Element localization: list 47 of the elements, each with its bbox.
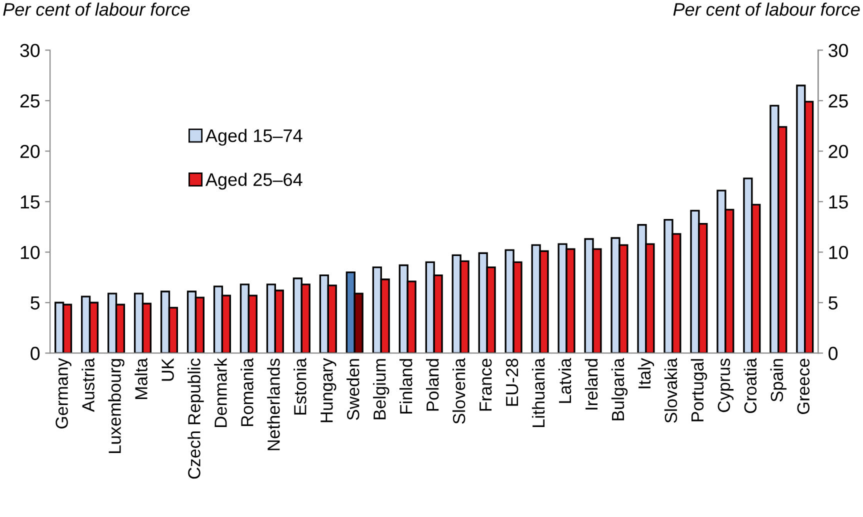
x-tick-label: Bulgaria xyxy=(611,358,628,420)
y-tick-label: 10 xyxy=(20,246,40,260)
y2-tick-label: 25 xyxy=(828,94,848,108)
x-tick-label: Spain xyxy=(770,359,786,402)
legend-label: Aged 25–64 xyxy=(205,172,302,190)
x-tick-label: Slovenia xyxy=(452,358,466,424)
x-tick-label: Sweden xyxy=(346,359,360,420)
x-tick-label: Denmark xyxy=(214,358,227,427)
y2-axis-title: Per cent of labour force xyxy=(673,2,860,16)
x-tick-label: Poland xyxy=(426,359,439,411)
x-tick-label: Romania xyxy=(240,358,254,426)
x-tick-label: Germany xyxy=(56,358,72,428)
y2-tick-label: 10 xyxy=(829,246,848,260)
x-tick-label: Hungary xyxy=(320,358,336,422)
x-tick-label: Malta xyxy=(134,358,148,399)
x-tick-label: UK xyxy=(162,358,174,381)
x-tick-label: Ireland xyxy=(584,359,598,410)
y-tick-label: 25 xyxy=(20,94,40,108)
x-tick-label: EU-28 xyxy=(506,358,518,406)
x-tick-label: Czech Republic xyxy=(188,358,204,479)
y2-tick-label: 0 xyxy=(828,346,838,360)
y2-tick-label: 15 xyxy=(829,196,848,209)
x-tick-label: Cyprus xyxy=(718,358,734,412)
legend-label: Aged 15–74 xyxy=(205,128,302,146)
x-tick-label: Lithuania xyxy=(532,358,545,428)
x-tick-label: Luxembourg xyxy=(108,359,124,454)
x-tick-label: France xyxy=(480,358,492,411)
x-tick-label: Portugal xyxy=(690,359,708,422)
x-tick-label: Finland xyxy=(400,359,412,414)
y2-tick-label: 30 xyxy=(828,44,848,58)
y-axis-title: Per cent of labour force xyxy=(3,2,190,16)
x-tick-label: Croatia xyxy=(744,358,757,414)
x-tick-label: Austria xyxy=(82,358,94,412)
y-tick-label: 15 xyxy=(20,196,40,209)
x-tick-label: Estonia xyxy=(294,358,306,414)
y-tick-label: 5 xyxy=(30,296,40,310)
x-tick-label: Slovakia xyxy=(664,358,678,423)
y-tick-label: 0 xyxy=(30,346,40,360)
x-tick-label: Latvia xyxy=(558,358,572,403)
y2-tick-label: 5 xyxy=(828,296,838,310)
y-tick-label: 30 xyxy=(20,44,40,58)
x-tick-label: Greece xyxy=(797,358,810,414)
x-tick-label: Netherlands xyxy=(267,358,280,450)
x-tick-label: Belgium xyxy=(373,359,390,420)
x-tick-label: Italy xyxy=(638,358,654,388)
y-tick-label: 20 xyxy=(20,144,40,158)
y2-tick-label: 20 xyxy=(828,144,848,158)
